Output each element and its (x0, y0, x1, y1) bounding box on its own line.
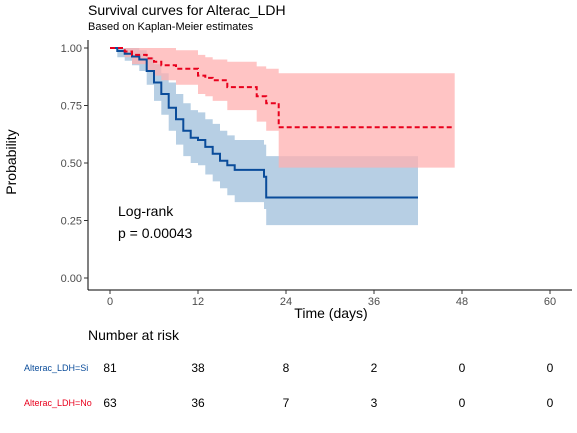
risk-count: 7 (283, 396, 290, 410)
risk-table: Alterac_LDH=Si 81 38 8 2 0 0 Alterac_LDH=No 63 36… (24, 361, 554, 410)
risk-count: 0 (459, 361, 466, 375)
ci-band-si (110, 48, 418, 226)
risk-table-title: Number at risk (88, 327, 180, 343)
risk-count: 81 (103, 361, 117, 375)
chart-title: Survival curves for Alterac_LDH (88, 2, 286, 18)
risk-count: 36 (191, 396, 205, 410)
x-axis-label: Time (days) (294, 305, 367, 321)
survival-line-si (110, 47, 418, 199)
y-tick-label: 0.50 (61, 158, 82, 170)
risk-count: 38 (191, 361, 205, 375)
risk-count: 2 (371, 361, 378, 375)
risk-count: 0 (547, 396, 554, 410)
survival-line-no (110, 47, 455, 129)
y-tick-label: 0.75 (61, 101, 82, 113)
chart-subtitle: Based on Kaplan-Meier estimates (88, 21, 254, 33)
x-tick-label: 36 (368, 296, 380, 308)
y-axis-label: Probability (3, 129, 19, 194)
risk-count: 8 (283, 361, 290, 375)
risk-count: 63 (103, 396, 117, 410)
x-tick-label: 24 (280, 296, 292, 308)
ci-band-no (110, 48, 455, 168)
risk-row-label: Alterac_LDH=Si (24, 363, 88, 373)
p-value-label: p = 0.00043 (118, 225, 193, 241)
risk-row-label: Alterac_LDH=No (24, 398, 92, 408)
logrank-label: Log-rank (118, 203, 174, 219)
y-tick-label: 0.25 (61, 216, 82, 228)
x-tick-label: 60 (544, 296, 556, 308)
x-tick-label: 48 (456, 296, 468, 308)
y-tick-label: 1.00 (61, 43, 82, 55)
y-tick-label: 0.00 (61, 273, 82, 285)
x-tick-label: 0 (107, 296, 113, 308)
risk-count: 3 (371, 396, 378, 410)
risk-count: 0 (459, 396, 466, 410)
risk-count: 0 (547, 361, 554, 375)
x-tick-label: 12 (192, 296, 204, 308)
plot-area: 0.00 0.25 0.50 0.75 1.00 0 12 24 36 48 60 (61, 40, 572, 308)
